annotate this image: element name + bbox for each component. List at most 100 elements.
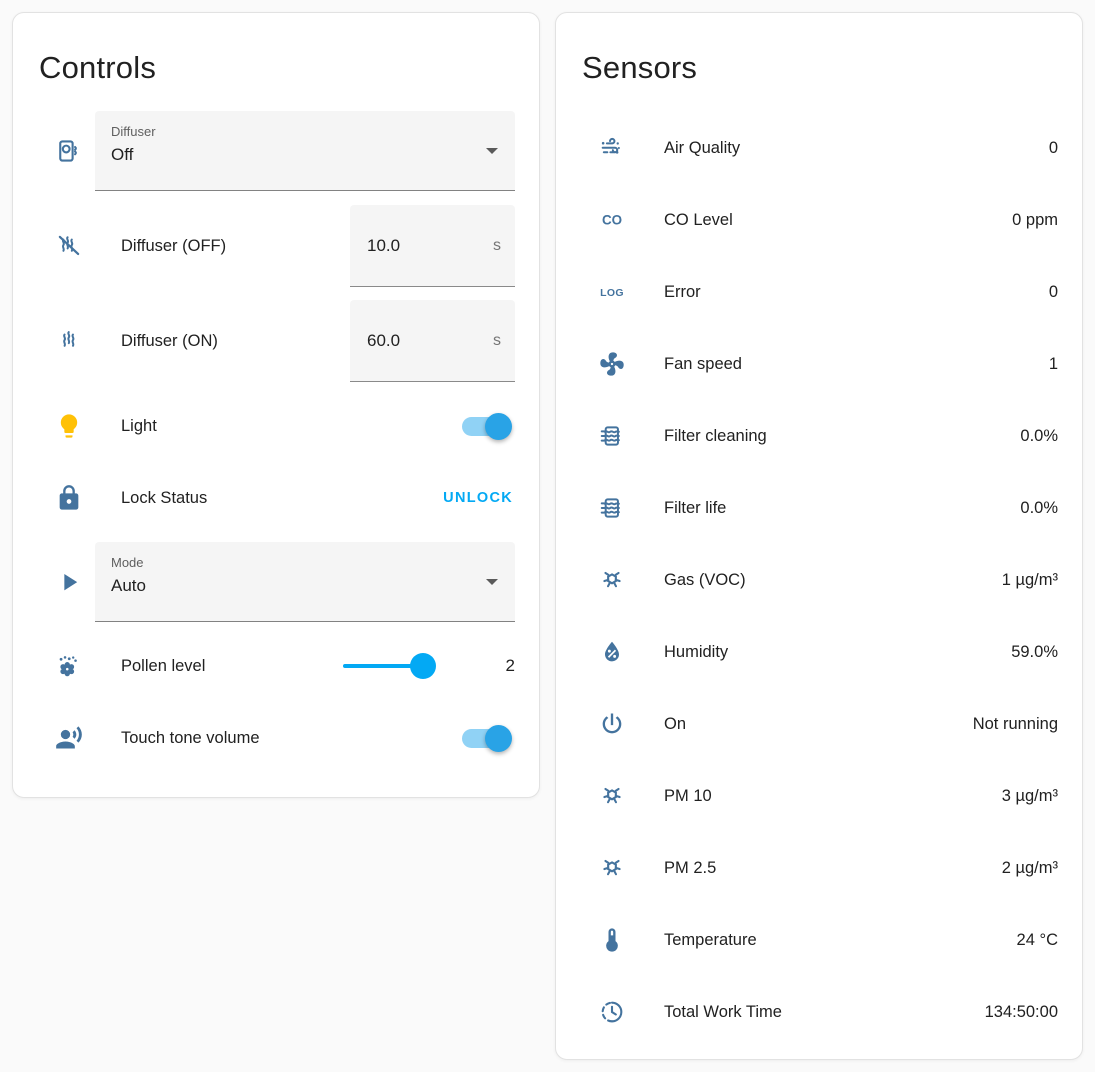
row-label: Lock Status bbox=[121, 488, 208, 507]
sensor-value: 0 bbox=[1048, 282, 1058, 301]
slider-track bbox=[343, 664, 423, 668]
power-icon bbox=[598, 710, 626, 738]
sensor-value: 0.0% bbox=[1020, 426, 1058, 445]
sensor-label: Air Quality bbox=[664, 138, 741, 157]
sensor-label: Humidity bbox=[664, 642, 729, 661]
diffuser-select-row: Diffuser Off bbox=[37, 111, 515, 191]
sensor-label: PM 10 bbox=[664, 786, 712, 805]
toggle-thumb bbox=[485, 724, 512, 752]
input-unit: s bbox=[493, 236, 501, 254]
sensor-label: Filter cleaning bbox=[664, 426, 767, 445]
mode-select[interactable]: Mode Auto bbox=[95, 542, 515, 622]
select-label: Diffuser bbox=[111, 124, 156, 139]
sensor-row-filter-cleaning[interactable]: Filter cleaning 0.0% bbox=[580, 400, 1058, 472]
select-value: Off bbox=[111, 145, 134, 164]
touch-tone-row: Touch tone volume bbox=[37, 702, 515, 774]
sensor-row-humidity[interactable]: Humidity 59.0% bbox=[580, 616, 1058, 688]
sensor-value: 59.0% bbox=[1011, 642, 1058, 661]
pollen-level-row: Pollen level 2 bbox=[37, 630, 515, 702]
sensor-value: 2 µg/m³ bbox=[1001, 858, 1058, 877]
scent-off-icon bbox=[55, 232, 83, 260]
mode-select-row: Mode Auto bbox=[37, 542, 515, 622]
progress-clock-icon bbox=[598, 998, 626, 1026]
co-icon bbox=[598, 206, 626, 234]
fan-icon bbox=[598, 350, 626, 378]
input-unit: s bbox=[493, 331, 501, 349]
sensor-value: 0.0% bbox=[1020, 498, 1058, 517]
slider-knob[interactable] bbox=[410, 653, 436, 679]
sensor-value: 24 °C bbox=[1016, 930, 1058, 949]
input-value: 10.0 bbox=[367, 235, 401, 255]
thermometer-icon bbox=[598, 926, 626, 954]
sensor-value: Not running bbox=[972, 714, 1058, 733]
light-row: Light bbox=[37, 390, 515, 462]
sensor-label: Filter life bbox=[664, 498, 727, 517]
sensor-row-air-quality[interactable]: Air Quality 0 bbox=[580, 112, 1058, 184]
scent-diffuser-icon bbox=[55, 137, 83, 165]
account-voice-icon bbox=[55, 724, 83, 752]
flower-pollen-icon bbox=[55, 652, 83, 680]
controls-title: Controls bbox=[39, 50, 157, 85]
chevron-down-icon bbox=[486, 148, 498, 154]
touch-tone-toggle[interactable] bbox=[462, 724, 512, 752]
sensor-label: PM 2.5 bbox=[664, 858, 717, 877]
diffuser-off-row: Diffuser (OFF) 10.0 s bbox=[37, 205, 515, 287]
slider-value: 2 bbox=[505, 656, 515, 675]
sensor-row-pm25[interactable]: PM 2.5 2 µg/m³ bbox=[580, 832, 1058, 904]
sensor-label: Gas (VOC) bbox=[664, 570, 746, 589]
molecule-icon bbox=[598, 854, 626, 882]
sensor-row-pm10[interactable]: PM 10 3 µg/m³ bbox=[580, 760, 1058, 832]
molecule-icon bbox=[598, 782, 626, 810]
sensor-label: Error bbox=[664, 282, 701, 301]
chevron-down-icon bbox=[486, 579, 498, 585]
sensor-value: 134:50:00 bbox=[984, 1002, 1058, 1021]
sensor-row-total-work-time[interactable]: Total Work Time 134:50:00 bbox=[580, 976, 1058, 1048]
lock-icon bbox=[55, 484, 83, 512]
sensor-label: CO Level bbox=[664, 210, 733, 229]
sensor-value: 0 ppm bbox=[1012, 210, 1058, 229]
sensor-row-on[interactable]: On Not running bbox=[580, 688, 1058, 760]
sensor-label: Temperature bbox=[664, 930, 757, 949]
sensor-row-co-level[interactable]: CO Level 0 ppm bbox=[580, 184, 1058, 256]
sensor-row-gas-voc[interactable]: Gas (VOC) 1 µg/m³ bbox=[580, 544, 1058, 616]
diffuser-off-input[interactable]: 10.0 s bbox=[350, 205, 515, 287]
sensor-label: Fan speed bbox=[664, 354, 742, 373]
diffuser-select[interactable]: Diffuser Off bbox=[95, 111, 515, 191]
sensors-card: Sensors Air Quality 0 CO Level 0 ppm Err… bbox=[555, 12, 1083, 1060]
row-label: Light bbox=[121, 416, 157, 435]
sensor-row-error[interactable]: Error 0 bbox=[580, 256, 1058, 328]
pollen-level-slider[interactable] bbox=[343, 652, 439, 680]
sensor-value: 1 µg/m³ bbox=[1001, 570, 1058, 589]
play-icon bbox=[55, 568, 83, 596]
air-quality-icon bbox=[598, 134, 626, 162]
row-label: Diffuser (ON) bbox=[121, 331, 218, 350]
sensor-value: 1 bbox=[1048, 354, 1058, 373]
sensors-title: Sensors bbox=[582, 50, 698, 85]
unlock-button[interactable]: UNLOCK bbox=[443, 490, 513, 506]
air-filter-icon bbox=[598, 422, 626, 450]
scent-icon bbox=[55, 327, 83, 355]
row-label: Pollen level bbox=[121, 656, 206, 675]
sensor-row-filter-life[interactable]: Filter life 0.0% bbox=[580, 472, 1058, 544]
air-filter-icon bbox=[598, 494, 626, 522]
sensor-row-fan-speed[interactable]: Fan speed 1 bbox=[580, 328, 1058, 400]
row-label: Touch tone volume bbox=[121, 728, 260, 747]
select-label: Mode bbox=[111, 555, 144, 570]
light-toggle[interactable] bbox=[462, 412, 512, 440]
log-icon bbox=[598, 278, 626, 306]
sensor-label: On bbox=[664, 714, 687, 733]
row-label: Diffuser (OFF) bbox=[121, 236, 227, 255]
sensor-label: Total Work Time bbox=[664, 1002, 782, 1021]
diffuser-on-input[interactable]: 60.0 s bbox=[350, 300, 515, 382]
lightbulb-icon bbox=[55, 412, 83, 440]
controls-card: Controls Diffuser Off Diffuser (OFF) 10.… bbox=[12, 12, 540, 798]
toggle-thumb bbox=[485, 412, 512, 440]
sensor-row-temperature[interactable]: Temperature 24 °C bbox=[580, 904, 1058, 976]
sensor-value: 3 µg/m³ bbox=[1001, 786, 1058, 805]
diffuser-on-row: Diffuser (ON) 60.0 s bbox=[37, 300, 515, 382]
input-value: 60.0 bbox=[367, 330, 401, 350]
sensor-value: 0 bbox=[1048, 138, 1058, 157]
molecule-icon bbox=[598, 566, 626, 594]
lock-status-row: Lock Status UNLOCK bbox=[37, 462, 515, 534]
